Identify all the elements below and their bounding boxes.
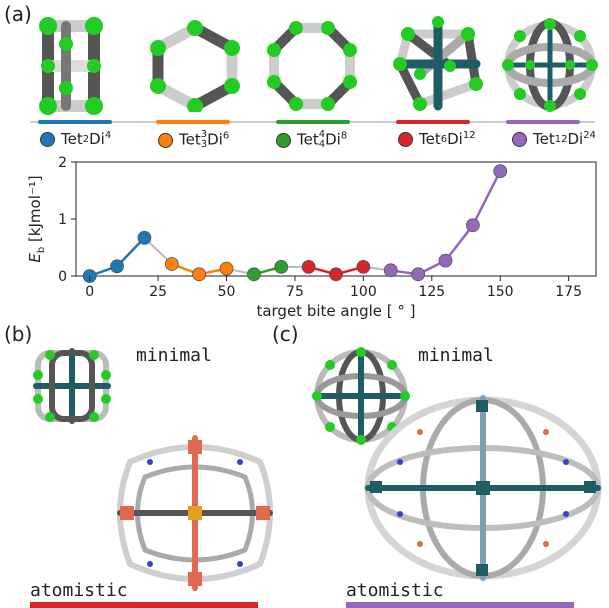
legend-label-tet2di4: Tet 2 Di4 [61,130,112,148]
data-point-tet4di8 [274,259,289,274]
data-point-tet4di8 [246,267,261,282]
data-point-tet3di6 [192,267,207,282]
b-atomistic-cage-image [117,435,273,591]
x-tick-label: 100 [350,284,377,300]
b-atomistic-caption: atomistic [30,580,128,601]
x-tick-label: 75 [286,284,304,300]
topology-bar-row [30,120,595,124]
b-atomistic-underline [30,602,258,608]
x-tick-label: 125 [418,284,445,300]
b-minimal-caption: minimal [136,345,212,366]
panel-label-c: (c) [272,322,299,346]
c-atomistic-underline [346,602,574,608]
plot-area-border [75,161,597,277]
chart-frame [75,161,597,277]
legend-marker-tet3di6 [158,132,173,148]
chart-ticks: 0 25 50 75 100 125 150 175 0 1 2 [58,155,582,300]
panel-label-a: (a) [4,2,32,26]
data-point-tet3di6 [219,261,234,276]
x-tick-label: 25 [149,284,167,300]
b-minimal-cage-image [33,348,111,424]
panel-label-b: (b) [4,322,33,346]
c-atomistic-cage-image [364,395,602,581]
y-tick-label: 0 [58,269,67,285]
data-point-tet3di6 [164,257,179,271]
legend-marker-tet4di8 [276,132,291,148]
c-minimal-cage-image [312,347,410,445]
x-axis-label: target bite angle [ ° ] [256,302,415,320]
data-point-tet12di24 [383,263,398,278]
y-tick-label: 1 [58,212,67,228]
legend-item-tet12di24: Tet 12 Di24 [512,130,596,148]
x-tick-label: 150 [487,284,514,300]
c-atomistic-caption: atomistic [346,580,444,601]
energy-chart: 0 25 50 75 100 125 150 175 0 1 2 target bite angle… [26,155,597,320]
chart-series [82,164,508,283]
legend-item-tet2di4: Tet 2 Di4 [40,130,111,148]
data-point-tet12di24 [438,253,453,268]
x-tick-label: 175 [555,284,582,300]
data-point-tet2di4 [110,259,124,274]
data-point-tet12di24 [465,218,480,233]
legend-marker-tet12di24 [512,131,527,147]
data-point-tet6di12 [329,267,343,282]
legend-label-tet4di8: Tet 4 4 Di8 [297,129,348,150]
legend-label-tet3di6: Tet 3 3 Di6 [179,129,230,150]
cage-tet2di4-image [39,17,103,115]
cage-tet3di6-image [150,20,240,112]
data-point-tet6di12 [356,259,371,274]
legend-label-tet12di24: Tet 12 Di24 [533,130,596,148]
cage-tet12di24-image [502,18,598,112]
data-point-tet12di24 [493,164,508,179]
cage-tet4di8-image [267,21,357,111]
cage-tet6di12-image [393,16,483,111]
x-tick-label: 0 [85,284,94,300]
legend-item-tet3di6: Tet 3 3 Di6 [158,130,229,150]
legend-label-tet6di12: Tet 6 Di12 [419,130,476,148]
y-axis-label: Eb [kJmol⁻¹] [26,175,47,262]
legend-marker-tet6di12 [398,131,413,147]
data-point-tet12di24 [411,267,426,282]
x-tick-label: 50 [218,284,236,300]
legend-item-tet4di8: Tet 4 4 Di8 [276,130,347,150]
data-point-tet2di4 [137,230,152,245]
legend-item-tet6di12: Tet 6 Di12 [398,130,476,148]
y-tick-label: 2 [58,155,67,171]
c-minimal-caption: minimal [418,345,494,366]
legend-marker-tet2di4 [40,131,55,147]
data-point-tet6di12 [301,259,316,274]
